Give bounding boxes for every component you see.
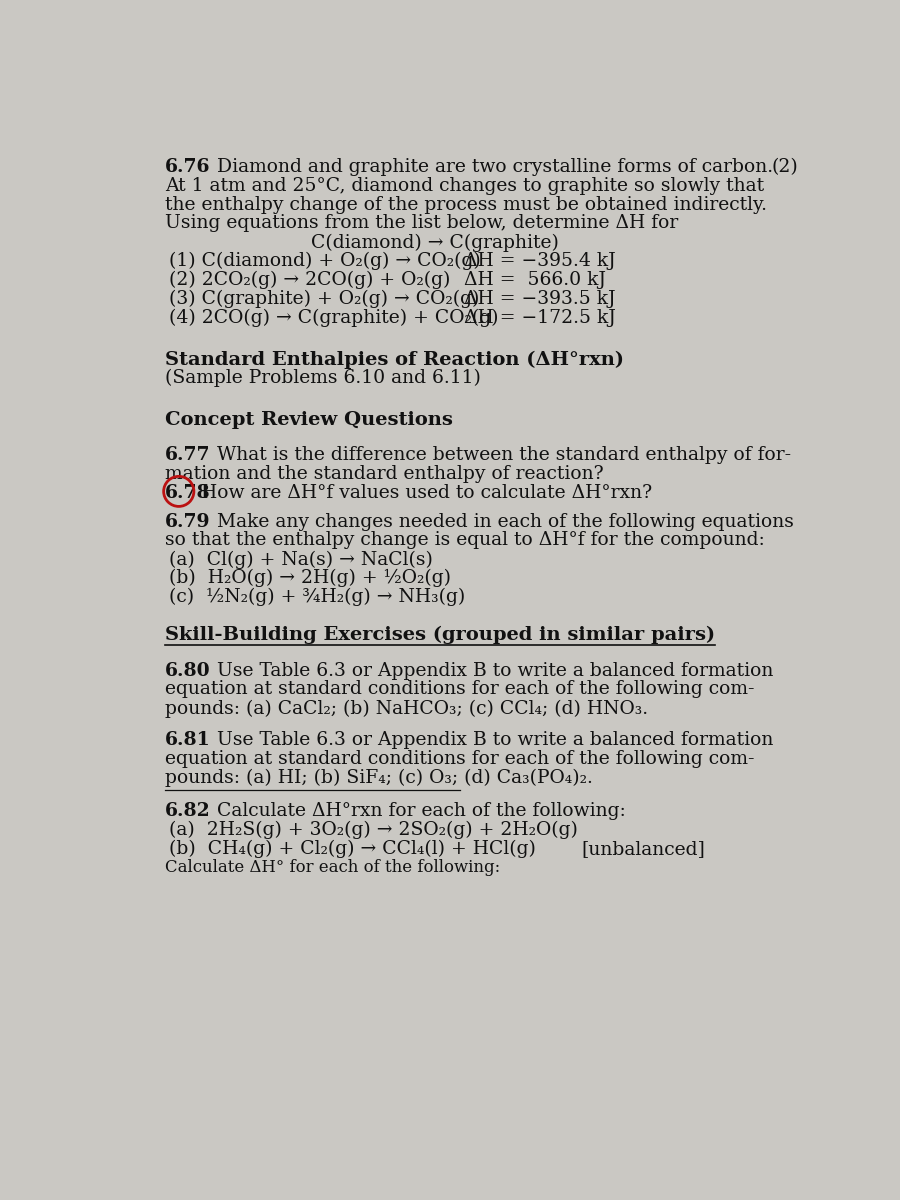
Text: Using equations from the list below, determine ΔH for: Using equations from the list below, det… xyxy=(166,215,679,233)
Text: (2): (2) xyxy=(771,158,798,176)
Text: (a)  2H₂S(g) + 3O₂(g) → 2SO₂(g) + 2H₂O(g): (a) 2H₂S(g) + 3O₂(g) → 2SO₂(g) + 2H₂O(g) xyxy=(169,821,578,839)
Text: 6.80: 6.80 xyxy=(166,661,211,679)
Text: (1) C(diamond) + O₂(g) → CO₂(g): (1) C(diamond) + O₂(g) → CO₂(g) xyxy=(169,252,481,270)
Text: [unbalanced]: [unbalanced] xyxy=(581,840,706,858)
Text: At 1 atm and 25°C, diamond changes to graphite so slowly that: At 1 atm and 25°C, diamond changes to gr… xyxy=(166,176,764,194)
Text: Make any changes needed in each of the following equations: Make any changes needed in each of the f… xyxy=(211,512,794,530)
Text: Calculate ΔH°rxn for each of the following:: Calculate ΔH°rxn for each of the followi… xyxy=(211,802,626,820)
Text: Calculate ΔH° for each of the following:: Calculate ΔH° for each of the following: xyxy=(166,859,500,876)
Text: ΔH = −172.5 kJ: ΔH = −172.5 kJ xyxy=(464,308,616,326)
Text: Standard Enthalpies of Reaction (ΔH°rxn): Standard Enthalpies of Reaction (ΔH°rxn) xyxy=(166,350,625,368)
Text: (4) 2CO(g) → C(graphite) + CO₂(g): (4) 2CO(g) → C(graphite) + CO₂(g) xyxy=(169,308,499,328)
Text: 6.77: 6.77 xyxy=(166,446,211,464)
Text: Use Table 6.3 or Appendix B to write a balanced formation: Use Table 6.3 or Appendix B to write a b… xyxy=(211,661,773,679)
Text: the enthalpy change of the process must be obtained indirectly.: the enthalpy change of the process must … xyxy=(166,196,767,214)
Text: (b)  H₂O(g) → 2H(g) + ½O₂(g): (b) H₂O(g) → 2H(g) + ½O₂(g) xyxy=(169,569,451,587)
Text: 6.81: 6.81 xyxy=(166,731,211,749)
Text: pounds: (a) HI; (b) SiF₄; (c) O₃; (d) Ca₃(PO₄)₂.: pounds: (a) HI; (b) SiF₄; (c) O₃; (d) Ca… xyxy=(166,769,593,787)
Text: 6.79: 6.79 xyxy=(166,512,211,530)
Text: equation at standard conditions for each of the following com-: equation at standard conditions for each… xyxy=(166,750,755,768)
Text: 6.76: 6.76 xyxy=(166,158,211,176)
Text: ΔH =  566.0 kJ: ΔH = 566.0 kJ xyxy=(464,271,606,289)
Text: (2) 2CO₂(g) → 2CO(g) + O₂(g): (2) 2CO₂(g) → 2CO(g) + O₂(g) xyxy=(169,271,451,289)
Text: (Sample Problems 6.10 and 6.11): (Sample Problems 6.10 and 6.11) xyxy=(166,370,482,388)
Text: (3) C(graphite) + O₂(g) → CO₂(g): (3) C(graphite) + O₂(g) → CO₂(g) xyxy=(169,290,480,308)
Text: ΔH = −393.5 kJ: ΔH = −393.5 kJ xyxy=(464,290,616,308)
Text: pounds: (a) CaCl₂; (b) NaHCO₃; (c) CCl₄; (d) HNO₃.: pounds: (a) CaCl₂; (b) NaHCO₃; (c) CCl₄;… xyxy=(166,700,648,718)
Text: ΔH = −395.4 kJ: ΔH = −395.4 kJ xyxy=(464,252,616,270)
Text: Skill-Building Exercises (grouped in similar pairs): Skill-Building Exercises (grouped in sim… xyxy=(166,625,716,644)
Text: Diamond and graphite are two crystalline forms of carbon.: Diamond and graphite are two crystalline… xyxy=(211,158,773,176)
Text: What is the difference between the standard enthalpy of for-: What is the difference between the stand… xyxy=(211,446,791,464)
Text: Use Table 6.3 or Appendix B to write a balanced formation: Use Table 6.3 or Appendix B to write a b… xyxy=(211,731,773,749)
Text: 6.82: 6.82 xyxy=(166,802,211,820)
Text: (b)  CH₄(g) + Cl₂(g) → CCl₄(l) + HCl(g): (b) CH₄(g) + Cl₂(g) → CCl₄(l) + HCl(g) xyxy=(169,840,536,858)
Text: mation and the standard enthalpy of reaction?: mation and the standard enthalpy of reac… xyxy=(166,466,604,484)
Text: (c)  ½N₂(g) + ¾H₂(g) → NH₃(g): (c) ½N₂(g) + ¾H₂(g) → NH₃(g) xyxy=(169,588,465,606)
Text: How are ΔH°f values used to calculate ΔH°rxn?: How are ΔH°f values used to calculate ΔH… xyxy=(194,485,652,503)
Text: 6.78: 6.78 xyxy=(166,485,211,503)
Text: so that the enthalpy change is equal to ΔH°f for the compound:: so that the enthalpy change is equal to … xyxy=(166,532,765,550)
Text: Concept Review Questions: Concept Review Questions xyxy=(166,410,453,428)
Text: equation at standard conditions for each of the following com-: equation at standard conditions for each… xyxy=(166,680,755,698)
Text: C(diamond) → C(graphite): C(diamond) → C(graphite) xyxy=(311,233,559,252)
Text: (a)  Cl(g) + Na(s) → NaCl(s): (a) Cl(g) + Na(s) → NaCl(s) xyxy=(169,551,433,569)
